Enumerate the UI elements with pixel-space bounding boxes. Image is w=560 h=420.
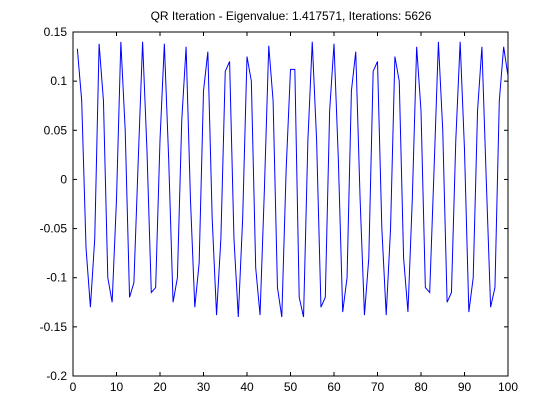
- y-tick-label: -0.05: [40, 222, 68, 236]
- y-tick-label: 0: [60, 172, 67, 186]
- x-tick-label: 90: [458, 380, 472, 394]
- y-tick-label: 0.15: [44, 25, 68, 39]
- y-tick-label: -0.2: [46, 369, 67, 383]
- y-tick-label: -0.15: [40, 320, 68, 334]
- x-tick-label: 70: [371, 380, 385, 394]
- x-tick-label: 50: [284, 380, 298, 394]
- x-tick-label: 0: [70, 380, 77, 394]
- y-tick-label: 0.05: [44, 123, 68, 137]
- x-tick-label: 30: [197, 380, 211, 394]
- y-axis: -0.2 -0.15 -0.1 -0.05 0 0.05 0.1 0.15: [40, 25, 508, 383]
- x-tick-label: 10: [110, 380, 124, 394]
- axes-box: [72, 31, 509, 377]
- plot-area: [72, 31, 509, 377]
- chart-title: QR Iteration - Eigenvalue: 1.417571, Ite…: [151, 9, 432, 23]
- x-tick-label: 40: [240, 380, 254, 394]
- x-axis: 0 10 20 30 40 50 60 70 80 90 100: [70, 32, 518, 394]
- x-tick-label: 20: [153, 380, 167, 394]
- y-tick-label: 0.1: [50, 74, 67, 88]
- x-tick-label: 100: [498, 380, 518, 394]
- y-tick-label: -0.1: [46, 271, 67, 285]
- x-tick-label: 60: [327, 380, 341, 394]
- series-line-1: [76, 41, 509, 318]
- x-tick-label: 80: [414, 380, 428, 394]
